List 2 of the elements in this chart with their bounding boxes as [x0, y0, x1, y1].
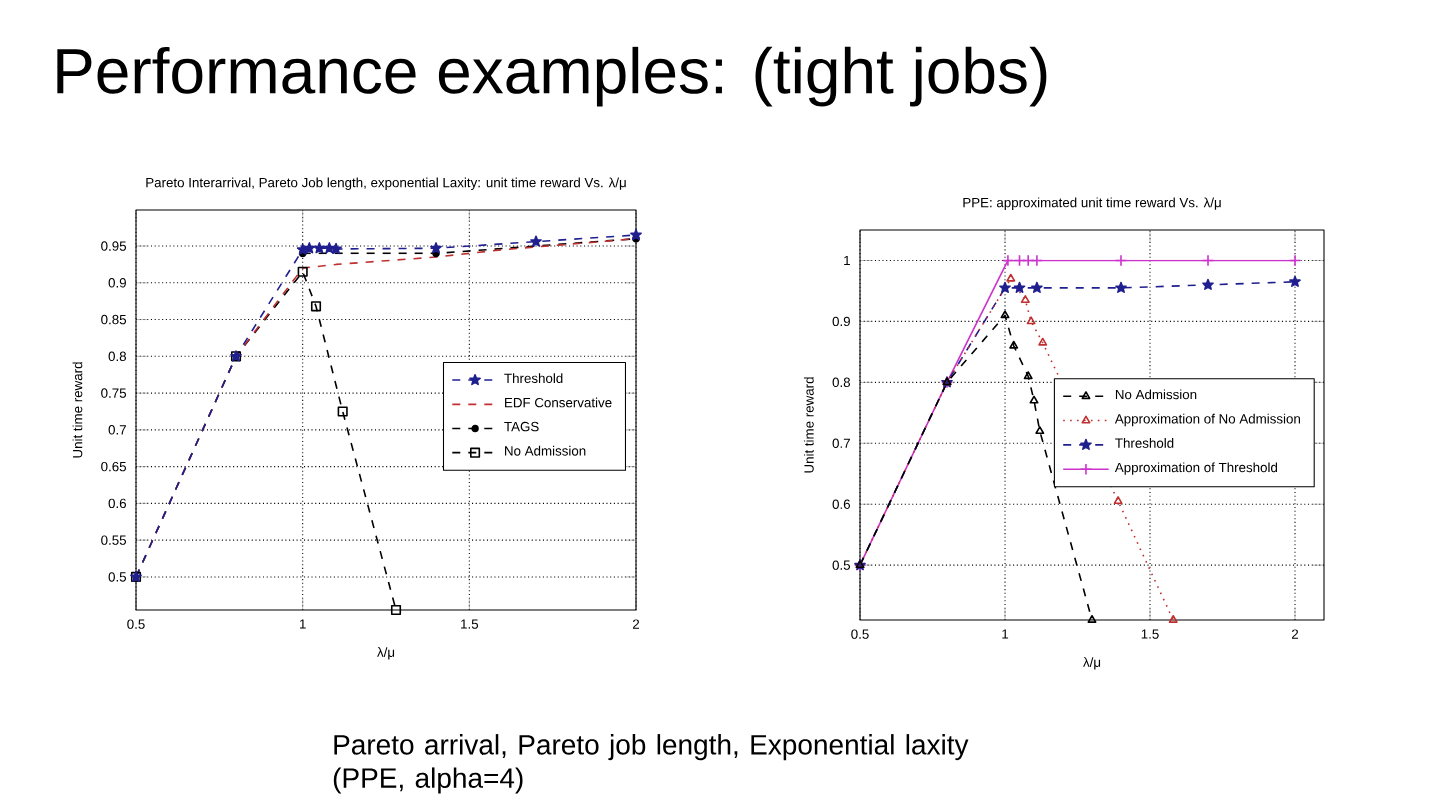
text: Performance examples: (tight jobs)	[57, 46, 1047, 107]
text: Pareto arrival, Pareto job length, Exponential laxity (PPE, alpha=4)	[333, 734, 969, 794]
